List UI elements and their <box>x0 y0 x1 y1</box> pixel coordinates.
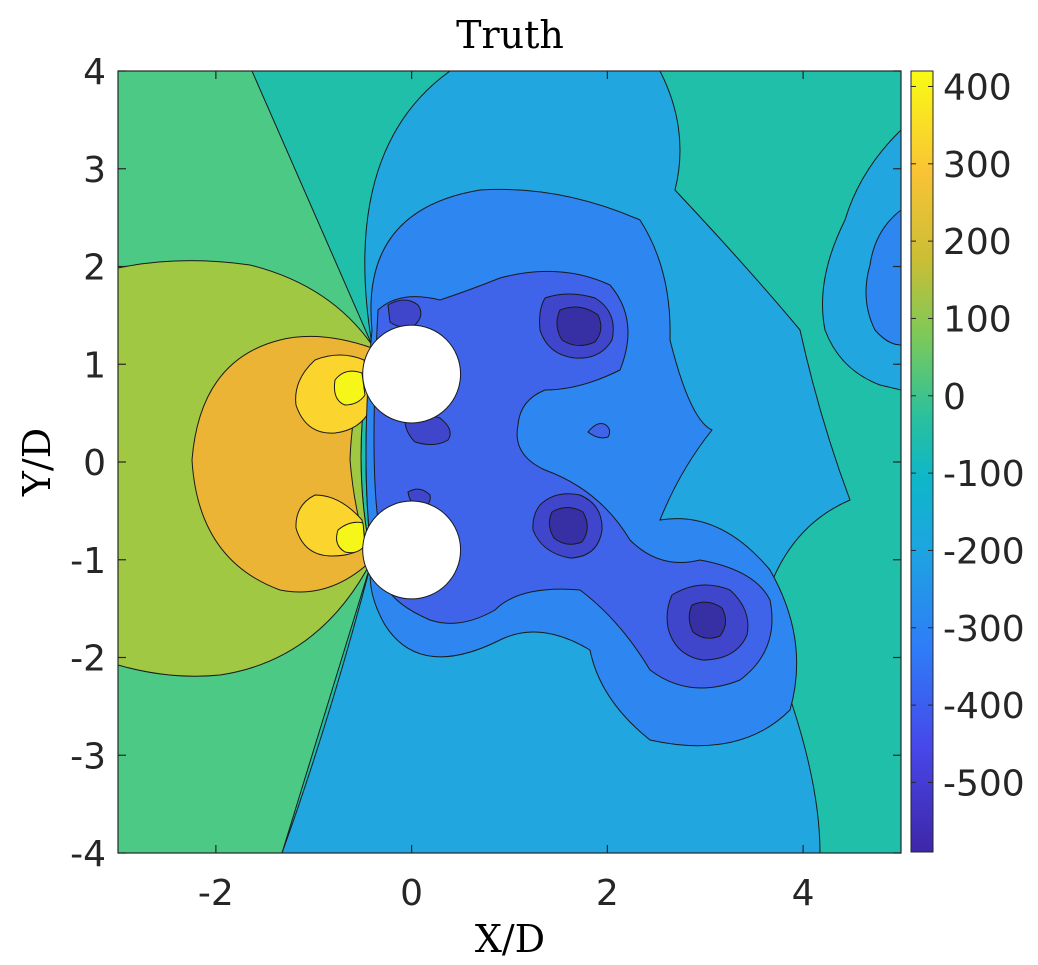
x-axis: -2 0 2 4 <box>198 71 815 914</box>
level-fill <box>688 601 726 639</box>
colorbar-ticks: 400 300 200 100 0 -100 -200 -300 -400 -500 <box>911 67 1025 804</box>
y-tick-label: -4 <box>70 834 106 875</box>
colorbar-tick-label: -400 <box>943 686 1025 727</box>
y-tick-label: -1 <box>70 541 106 582</box>
obstacles <box>362 324 462 600</box>
x-axis-label: X/D <box>475 917 545 961</box>
plot-area <box>118 71 901 853</box>
level-fill <box>587 423 611 439</box>
x-tick-label: 2 <box>596 873 619 914</box>
colorbar-tick-label: -300 <box>943 609 1025 650</box>
y-tick-label: -2 <box>70 639 106 680</box>
level-fill <box>548 507 588 545</box>
colorbar-tick-label: -500 <box>943 763 1025 804</box>
colorbar-tick-label: 100 <box>943 299 1012 340</box>
colorbar-gradient <box>910 70 934 853</box>
colorbar-tick-label: -100 <box>943 454 1025 495</box>
y-tick-label: 4 <box>83 52 106 93</box>
level-fill <box>556 306 602 346</box>
y-tick-label: 2 <box>83 248 106 289</box>
level-fill <box>373 271 773 689</box>
level-fill <box>865 209 901 346</box>
y-axis: 4 3 2 1 0 -1 -2 -3 -4 <box>70 52 901 875</box>
x-tick-label: 4 <box>792 873 815 914</box>
colorbar-tick-label: 300 <box>943 145 1012 186</box>
y-tick-label: 3 <box>83 150 106 191</box>
chart-title: Truth <box>456 13 564 57</box>
colorbar-tick-label: -200 <box>943 531 1025 572</box>
x-tick-label: -2 <box>198 873 234 914</box>
y-axis-label: Y/D <box>15 428 59 497</box>
colorbar: 400 300 200 100 0 -100 -200 -300 -400 -500 <box>910 67 1025 853</box>
x-tick-label: 0 <box>400 873 423 914</box>
colorbar-tick-label: 0 <box>943 377 966 418</box>
level-fill <box>334 370 366 406</box>
colorbar-tick-label: 200 <box>943 222 1012 263</box>
colorbar-tick-label: 400 <box>943 67 1012 108</box>
y-tick-label: -3 <box>70 736 106 777</box>
cylinder-obstacle <box>362 324 462 424</box>
y-tick-label: 1 <box>83 345 106 386</box>
level-fill <box>336 521 366 554</box>
level-fill <box>387 299 422 328</box>
cylinder-obstacle <box>362 500 462 600</box>
y-tick-label: 0 <box>83 443 106 484</box>
